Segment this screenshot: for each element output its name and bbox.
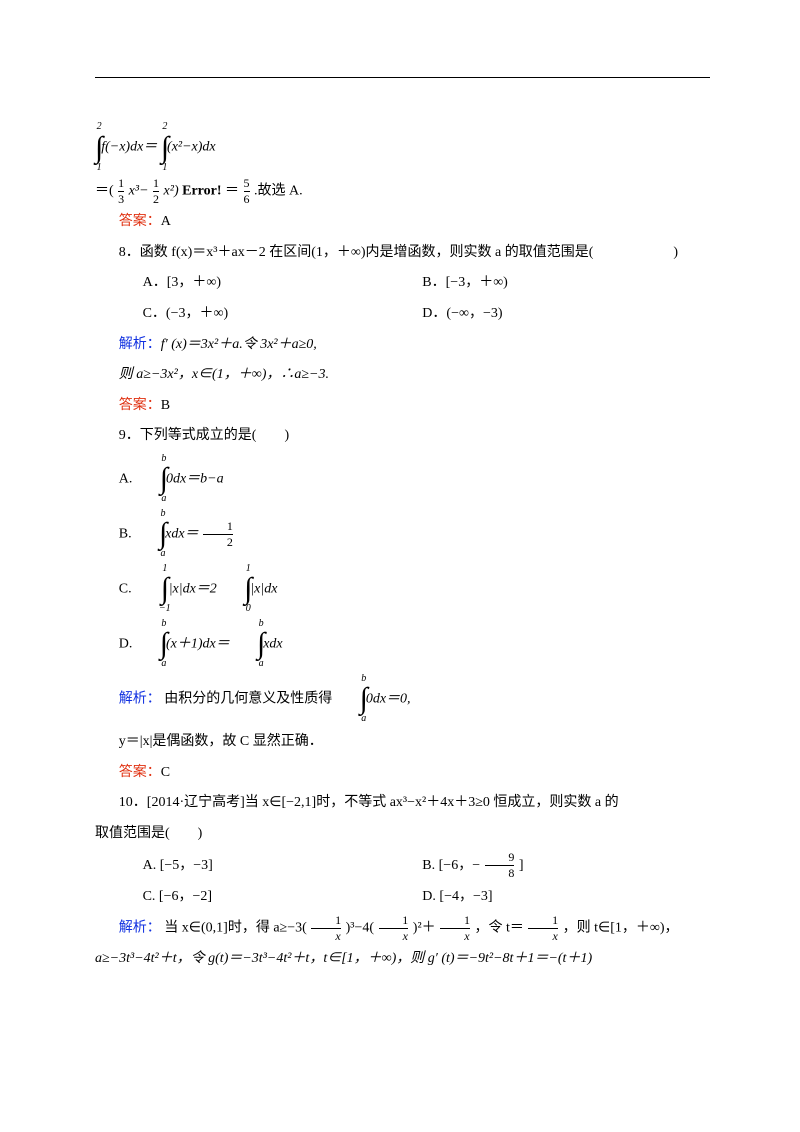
q10-s1c: )²＋ (413, 920, 436, 935)
q10-f3: 1x (440, 914, 470, 942)
q8-sol2: 则 a≥−3x²，x∈(1，＋∞)，∴a≥−3. (95, 362, 710, 389)
b1-l2e: .故选 A. (254, 183, 303, 198)
answer-c: C (161, 765, 170, 780)
q9-C-int2: 1∫0 (220, 564, 252, 615)
q10-f4: 1x (528, 914, 558, 942)
q10-B-pre: B. [−6，− (422, 858, 480, 873)
q9-A-pre: A. (119, 472, 133, 487)
q10-stem1: 10．[2014·辽宁高考]当 x∈[−2,1]时，不等式 ax³−x²＋4x＋… (95, 790, 710, 817)
q8-stem-b: ) (673, 245, 678, 260)
q9-A: A. b∫a 0dx＝b−a (95, 454, 710, 505)
frac-13: 13 (118, 177, 124, 205)
q8-stem-a: 8．函数 f(x)＝x³＋ax－2 在区间(1，＋∞)内是增函数，则实数 a 的… (119, 245, 594, 260)
q10-C: C. [−6，−2] (119, 884, 419, 911)
q9-D-int1: b∫a (136, 619, 168, 670)
q10-sol1: 解析： 当 x∈(0,1]时，得 a≥−3( 1x )³−4( 1x )²＋ 1… (95, 914, 710, 942)
b1-answer: 答案：A (95, 209, 710, 236)
top-rule (95, 77, 710, 78)
answer-a: A (161, 214, 171, 229)
int-1: 2 ∫ 1 (95, 122, 103, 173)
b1-l2c: x²) (164, 183, 179, 198)
frac-56: 56 (244, 177, 250, 205)
q8-sol1: 解析：f′ (x)＝3x²＋a.令 3x²＋a≥0, (95, 332, 710, 359)
q9-C-pre: C. (119, 582, 132, 597)
q9-sol1a: 由积分的几何意义及性质得 (164, 692, 332, 707)
q10-f1: 1x (311, 914, 341, 942)
frac-12: 12 (153, 177, 159, 205)
q9-B: B. b∫a xdx＝ 12 (95, 509, 710, 560)
q9-sol1: 解析： 由积分的几何意义及性质得 b∫a 0dx＝0, (95, 674, 710, 725)
q9-B-int: b∫a (135, 509, 167, 560)
q9-C-int1: 1∫−1 (135, 564, 171, 615)
sol-label: 解析： (119, 337, 161, 352)
q10-A: A. [−5，−3] (119, 853, 419, 880)
q10-opts-row1: A. [−5，−3] B. [−6，− 98 ] (95, 851, 710, 879)
q8-opts-row1: A．[3，＋∞) B．[−3，＋∞) (95, 270, 710, 297)
q10-f2: 1x (379, 914, 409, 942)
sol-label: 解析： (119, 692, 161, 707)
q10-sol2: a≥−3t³−4t²＋t，令 g(t)＝−3t³−4t²＋t，t∈[1，＋∞)，… (95, 946, 710, 973)
q8-A: A．[3，＋∞) (119, 270, 419, 297)
q9-sol-int: b∫a (336, 674, 368, 725)
q8-sol1-t: f′ (x)＝3x²＋a.令 3x²＋a≥0, (161, 337, 317, 352)
q10-B-post: ] (519, 858, 524, 873)
b1-t2: (x²−x)dx (167, 140, 216, 155)
q9-D-int2: b∫a (233, 619, 265, 670)
q9-A-int: b∫a (136, 454, 168, 505)
answer-label: 答案： (119, 214, 161, 229)
q9-sol1b: 0dx＝0, (366, 692, 411, 707)
q10-s1b: )³−4( (346, 920, 374, 935)
q8-answer: 答案：B (95, 393, 710, 420)
q8-B: B．[−3，＋∞) (422, 275, 508, 290)
b1-l2b: x³− (129, 183, 149, 198)
answer-label: 答案： (119, 765, 161, 780)
q9-D-mid2: xdx (263, 637, 282, 652)
q10-D: D. [−4，−3] (422, 889, 492, 904)
q8-D: D．(−∞，−3) (422, 306, 502, 321)
b1-line2: ＝( 13 x³− 12 x²) Error! ＝ 56 .故选 A. (95, 177, 710, 205)
answer-label: 答案： (119, 398, 161, 413)
q9-sol2: y＝|x|是偶函数，故 C 显然正确． (95, 729, 710, 756)
q10-s1a: 当 x∈(0,1]时，得 a≥−3( (164, 920, 306, 935)
sol-label: 解析： (119, 920, 161, 935)
q9-stem: 9．下列等式成立的是( ) (95, 423, 710, 450)
q10-B: B. [−6，− 98 ] (422, 858, 523, 873)
q10-opts-row2: C. [−6，−2] D. [−4，−3] (95, 884, 710, 911)
q9-answer: 答案：C (95, 760, 710, 787)
q9-B-mid: xdx＝ (165, 527, 198, 542)
error-text: Error! (182, 183, 221, 198)
q8-stem: 8．函数 f(x)＝x³＋ax－2 在区间(1，＋∞)内是增函数，则实数 a 的… (95, 240, 710, 267)
b1-l2d: ＝ (225, 183, 239, 198)
q9-B-frac: 12 (203, 520, 233, 548)
q9-D-pre: D. (119, 637, 133, 652)
q9-D: D. b∫a (x＋1)dx＝ b∫a xdx (95, 619, 710, 670)
int-2: 2 ∫ 1 (161, 122, 169, 173)
q9-D-mid1: (x＋1)dx＝ (166, 637, 230, 652)
q10-s1e: ，则 t∈[1，＋∞)， (563, 920, 679, 935)
q10-B-frac: 98 (485, 851, 515, 879)
b1-t1: f(−x)dx＝ (101, 140, 157, 155)
q9-A-body: 0dx＝b−a (166, 472, 224, 487)
q10-stem2: 取值范围是( ) (95, 821, 710, 848)
q9-C-mid1: |x|dx＝2 (169, 582, 217, 597)
q10-s1d: ，令 t＝ (474, 920, 523, 935)
q9-C: C. 1∫−1 |x|dx＝2 1∫0 |x|dx (95, 564, 710, 615)
q9-C-mid2: |x|dx (250, 582, 277, 597)
b1-l2a: ＝( (95, 183, 114, 198)
q9-B-pre: B. (119, 527, 132, 542)
q8-C: C．(−3，＋∞) (119, 301, 419, 328)
answer-b: B (161, 398, 170, 413)
q8-opts-row2: C．(−3，＋∞) D．(−∞，−3) (95, 301, 710, 328)
b1-line1: 2 ∫ 1 f(−x)dx＝ 2 ∫ 1 (x²−x)dx (95, 122, 710, 173)
